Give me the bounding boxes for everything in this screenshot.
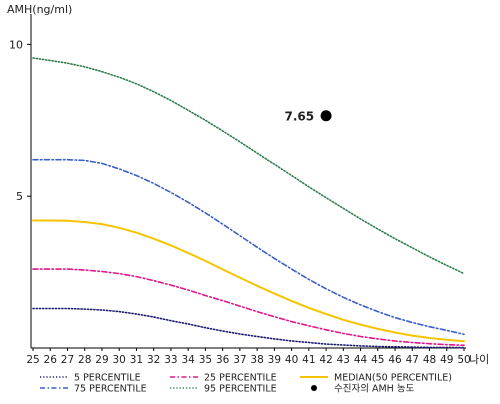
x-tick-label: 39 [268, 354, 281, 366]
x-tick-label: 40 [285, 354, 298, 366]
series-line-median-50-percentile [32, 219, 465, 343]
patient-amh-value-label: 7.65 [284, 110, 314, 124]
y-axis-label: AMH(ng/ml) [7, 3, 72, 16]
legend-label: MEDIAN(50 PERCENTILE) [334, 373, 452, 384]
x-axis-label: 나이 [469, 353, 489, 366]
x-tick-label: 48 [423, 354, 436, 366]
series-lines [32, 57, 465, 349]
x-tick-label: 29 [95, 354, 108, 366]
x-tick-label: 43 [337, 354, 350, 366]
legend-label: 5 PERCENTILE [74, 373, 141, 384]
x-tick-label: 49 [440, 354, 453, 366]
x-tick-label: 30 [113, 354, 126, 366]
highlight-points: 7.65 [284, 110, 332, 124]
legend-label: 75 PERCENTILE [74, 384, 147, 395]
series-line-5-percentile [32, 307, 465, 349]
series-line-95-percentile [32, 57, 465, 275]
y-tick-label: 10 [9, 38, 23, 51]
x-tick-label: 45 [371, 354, 384, 366]
x-tick-label: 46 [388, 354, 402, 366]
x-tick-label: 34 [181, 354, 195, 366]
x-tick-label: 32 [147, 354, 160, 366]
patient-amh-point [320, 110, 332, 122]
legend-label: 수진자의 AMH 농도 [334, 384, 415, 395]
legend-marker [311, 385, 317, 391]
x-tick-label: 36 [216, 354, 230, 366]
x-tick-label: 25 [26, 354, 39, 366]
x-tick-label: 44 [354, 354, 368, 366]
x-tick-label: 33 [164, 354, 177, 366]
x-tick-label: 37 [233, 354, 246, 366]
x-tick-label: 28 [78, 354, 91, 366]
x-tick-label: 41 [302, 354, 315, 366]
x-tick-label: 35 [199, 354, 212, 366]
series-line-25-percentile [32, 268, 465, 347]
legend-label: 25 PERCENTILE [204, 373, 277, 384]
y-tick-label: 5 [16, 190, 23, 203]
x-tick-label: 26 [44, 354, 58, 366]
legend: 5 PERCENTILE 25 PERCENTILE MEDIAN(50 PERCE… [40, 373, 452, 395]
x-tick-label: 42 [319, 354, 332, 366]
x-tick-label: 50 [457, 354, 470, 366]
axes: AMH(ng/ml) 나이 [7, 3, 489, 366]
x-tick-label: 47 [406, 354, 419, 366]
x-tick-label: 27 [61, 354, 74, 366]
legend-label: 95 PERCENTILE [204, 384, 277, 395]
ticks: 5 10 25 26 27 28 29 30 31 32 33 34 35 36 37 38 39 40 41 42 4… [9, 38, 471, 366]
x-tick-label: 38 [250, 354, 263, 366]
x-tick-label: 31 [130, 354, 143, 366]
series-line-75-percentile [32, 158, 465, 336]
